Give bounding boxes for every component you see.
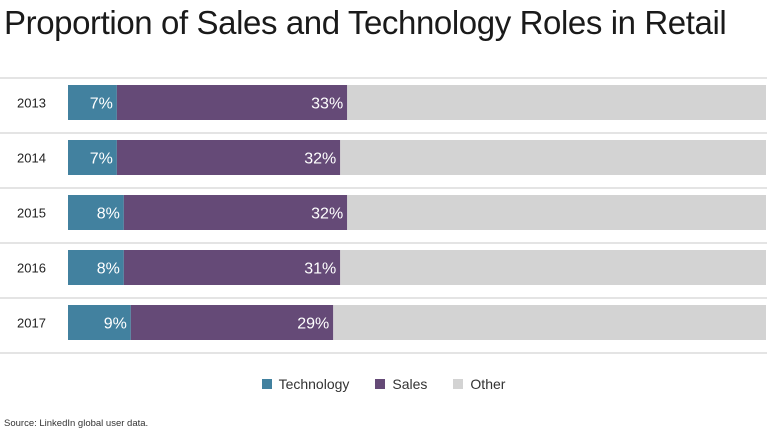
legend-swatch-technology (261, 379, 272, 389)
category-label: 2016 (17, 261, 46, 276)
bar-sales (123, 250, 341, 285)
chart-title: Proportion of Sales and Technology Roles… (4, 4, 727, 41)
bar-sales (130, 305, 334, 340)
bar-other (340, 250, 766, 285)
data-label-technology: 8% (97, 206, 120, 223)
bar-sales (116, 85, 348, 120)
data-label-sales: 31% (304, 261, 336, 278)
bar-sales (123, 195, 348, 230)
data-label-sales: 32% (311, 206, 343, 223)
bar-technology (68, 305, 131, 340)
legend-label-technology: Technology (278, 376, 350, 392)
category-label: 2017 (17, 316, 46, 331)
data-label-sales: 33% (311, 96, 343, 113)
bar-sales (116, 140, 341, 175)
source-note: Source: LinkedIn global user data. (4, 418, 149, 429)
legend: Technology Sales Other (0, 376, 767, 392)
legend-swatch-other (453, 379, 464, 389)
bar-other (347, 195, 766, 230)
bar-technology (68, 140, 117, 175)
data-label-sales: 29% (297, 316, 329, 333)
data-label-technology: 7% (90, 151, 113, 168)
legend-item-sales: Sales (375, 376, 427, 392)
legend-item-technology: Technology (261, 376, 350, 392)
bar-other (333, 305, 766, 340)
data-label-sales: 32% (304, 151, 336, 168)
legend-swatch-sales (375, 379, 386, 389)
data-label-technology: 7% (90, 96, 113, 113)
category-label: 2013 (17, 96, 46, 111)
bar-technology (68, 250, 124, 285)
legend-label-other: Other (470, 376, 506, 392)
bar-technology (68, 85, 117, 120)
data-label-technology: 8% (97, 261, 120, 278)
bar-other (340, 140, 766, 175)
bar-technology (68, 195, 124, 230)
data-label-technology: 9% (104, 316, 127, 333)
category-label: 2015 (17, 206, 46, 221)
category-label: 2014 (17, 151, 46, 166)
legend-label-sales: Sales (392, 376, 428, 392)
bar-other (347, 85, 766, 120)
legend-item-other: Other (453, 376, 505, 392)
